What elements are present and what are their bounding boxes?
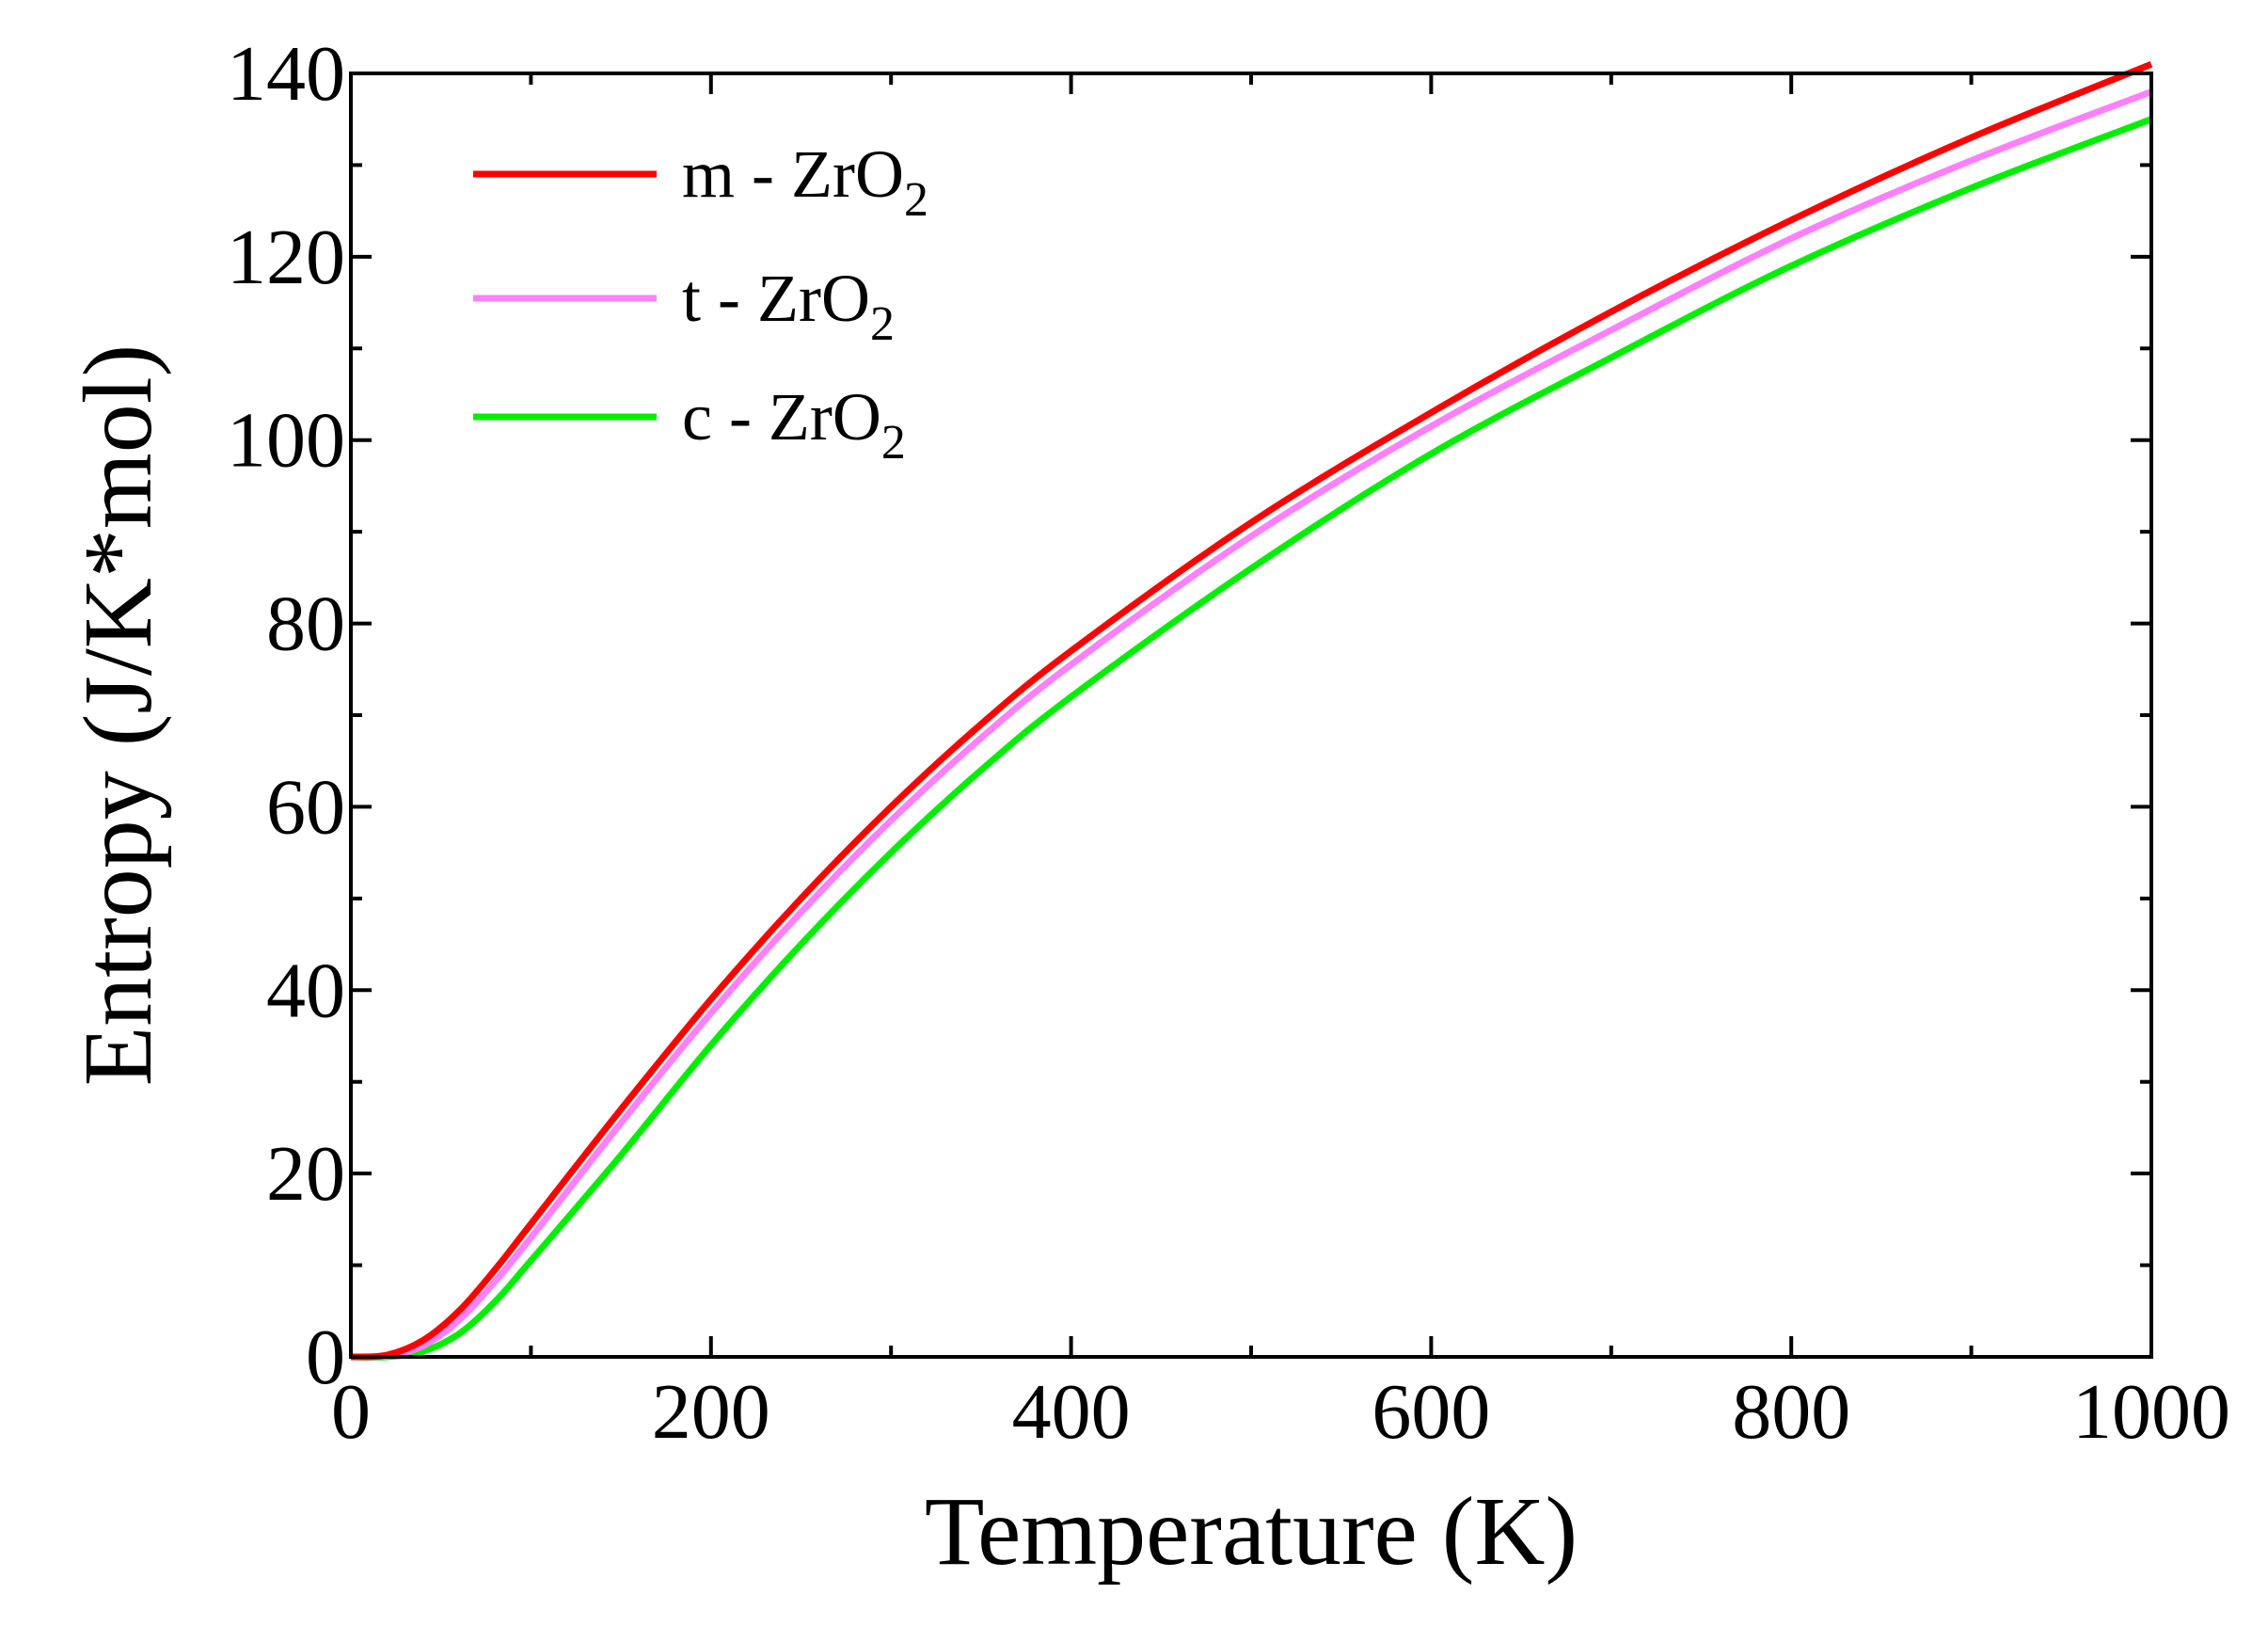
y-tick-label: 80 xyxy=(266,581,345,668)
series-line xyxy=(350,88,2153,1361)
legend-label: c - ZrO2 xyxy=(682,379,906,470)
legend: m - ZrO2 t - ZrO2 c - ZrO2 xyxy=(473,136,928,470)
y-axis-title: Entropy (J/K*mol) xyxy=(64,344,172,1087)
legend-label: m - ZrO2 xyxy=(682,136,928,227)
plot-frame xyxy=(349,72,2153,1359)
series-line xyxy=(350,116,2153,1361)
y-tick-label: 60 xyxy=(266,763,345,851)
series-lines xyxy=(350,61,2153,1361)
y-tick-label: 0 xyxy=(306,1314,345,1401)
x-tick-label: 1000 xyxy=(2072,1368,2230,1456)
y-tick-label: 40 xyxy=(266,947,345,1034)
x-axis-title: Temperature (K) xyxy=(925,1477,1578,1586)
y-tick-label: 120 xyxy=(227,214,345,301)
x-tick-label: 400 xyxy=(1012,1368,1131,1456)
series-line xyxy=(350,61,2153,1361)
x-tick-label: 800 xyxy=(1732,1368,1850,1456)
x-tick-label: 600 xyxy=(1372,1368,1490,1456)
y-tick-label: 20 xyxy=(266,1130,345,1218)
legend-label: t - ZrO2 xyxy=(682,261,895,351)
y-tick-label: 140 xyxy=(227,30,345,118)
axis-ticks xyxy=(349,72,2153,1359)
x-tick-label: 0 xyxy=(331,1368,371,1456)
axis-tick-labels: 0 200 400 600 800 1000 0 20 40 60 80 100 120 140 xyxy=(227,30,2230,1456)
y-tick-label: 100 xyxy=(227,397,345,485)
x-tick-label: 200 xyxy=(652,1368,770,1456)
